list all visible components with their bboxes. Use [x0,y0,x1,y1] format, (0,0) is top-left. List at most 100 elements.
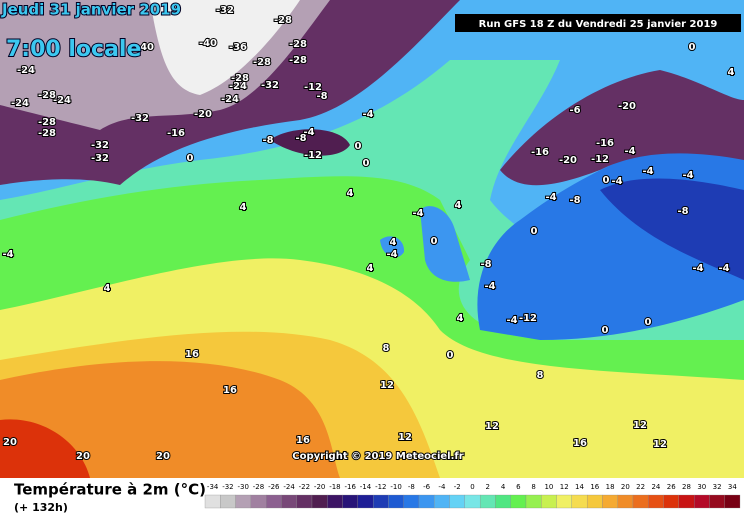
isotherm-label: 0 [355,141,362,152]
legend-label: -32 [222,483,233,491]
isotherm-label: 20 [3,437,17,448]
isotherm-label: -6 [569,105,580,116]
isotherm-label: -12 [591,154,609,165]
isotherm-label: -16 [596,138,614,149]
legend-label: 28 [682,483,691,491]
legend-label: 24 [651,483,660,491]
isotherm-label: -4 [642,166,653,177]
isotherm-label: -8 [480,259,491,270]
isotherm-label: 8 [537,370,544,381]
legend-swatch [556,494,573,509]
isotherm-label: -8 [316,91,327,102]
legend-swatch [296,494,313,509]
isotherm-label: -20 [559,155,577,166]
legend-label: 8 [531,483,535,491]
legend-label: -4 [438,483,446,491]
forecast-date: Jeudi 31 janvier 2019 [1,1,181,19]
isotherm-label: 12 [380,380,394,391]
isotherm-label: 4 [390,237,397,248]
isotherm-label: 12 [485,421,499,432]
isotherm-label: 4 [457,313,464,324]
legend-swatch [525,494,542,509]
isotherm-label: 0 [645,317,652,328]
legend-swatch [479,494,496,509]
isotherm-label: -28 [38,90,56,101]
copyright: Copyright © 2019 Meteociel.fr [292,451,463,462]
isotherm-label: 8 [383,343,390,354]
isotherm-label: -24 [17,65,35,76]
legend-swatch [204,494,221,509]
isotherm-label: -4 [412,208,423,219]
legend-label: -28 [253,483,264,491]
legend-swatch [541,494,557,509]
legend-swatch [418,494,435,509]
isotherm-label: -24 [11,98,29,109]
isotherm-label: 4 [455,200,462,211]
isotherm-label: 4 [240,202,247,213]
legend-label: -26 [268,483,280,491]
legend-label: -14 [360,483,372,491]
isotherm-label: 0 [431,236,438,247]
legend-swatch [464,494,481,509]
legend-label: 10 [544,483,553,491]
run-info: Run GFS 18 Z du Vendredi 25 janvier 2019 [479,19,718,30]
legend-label: 12 [560,483,569,491]
legend-swatch [632,494,649,509]
isotherm-label: -8 [295,133,306,144]
legend-label: 34 [728,483,737,491]
legend-label: -34 [207,483,219,491]
isotherm-label: -40 [199,38,217,49]
legend-label: 22 [636,483,645,491]
legend-label: 16 [590,483,599,491]
isotherm-label: 12 [633,420,647,431]
isotherm-label: 16 [296,435,310,446]
legend-swatch [449,494,466,509]
isotherm-label: -8 [677,206,688,217]
run-box [455,14,741,32]
isotherm-label: -4 [624,146,635,157]
legend-label: 6 [516,483,521,491]
legend-swatch [265,494,282,509]
isotherm-label: -24 [229,81,247,92]
isotherm-label: -20 [618,101,636,112]
legend-swatch [235,494,252,509]
isotherm-label: 0 [363,158,370,169]
isotherm-label: -28 [274,15,292,26]
legend-swatch [678,494,695,509]
isotherm-label: -28 [289,55,307,66]
isotherm-label: 4 [347,188,354,199]
isotherm-label: -16 [531,147,549,158]
legend-swatch [372,494,389,509]
isotherm-label: 16 [223,385,237,396]
isotherm-label: 4 [367,263,374,274]
legend-label: 32 [713,483,722,491]
forecast-time: 7:00 locale [6,37,141,62]
legend-label: -18 [329,483,340,491]
isotherm-label: 0 [602,325,609,336]
isotherm-label: 0 [689,42,696,53]
isotherm-label: -4 [362,109,373,120]
isotherm-label: -32 [91,140,109,151]
isotherm-label: -36 [229,42,247,53]
isotherm-label: -4 [386,249,397,260]
isotherm-label: -32 [261,80,279,91]
isotherm-label: -16 [167,128,185,139]
legend-swatch [693,494,710,509]
legend-label: 30 [697,483,706,491]
legend-swatch [663,494,680,509]
isotherm-label: 20 [76,451,90,462]
isotherm-label: -4 [611,176,622,187]
isotherm-label: -28 [38,117,56,128]
legend-swatch [510,494,527,509]
legend-label: -6 [423,483,431,491]
legend-swatch [327,494,343,509]
legend-label: 0 [470,483,474,491]
legend-swatch [495,494,511,509]
isotherm-label: 0 [187,153,194,164]
isotherm-label: -28 [38,128,56,139]
isotherm-label: -24 [221,94,239,105]
legend-label: 26 [667,483,676,491]
footer-lead: (+ 132h) [14,501,68,514]
isotherm-label: -20 [194,109,212,120]
legend-label: 18 [606,483,615,491]
